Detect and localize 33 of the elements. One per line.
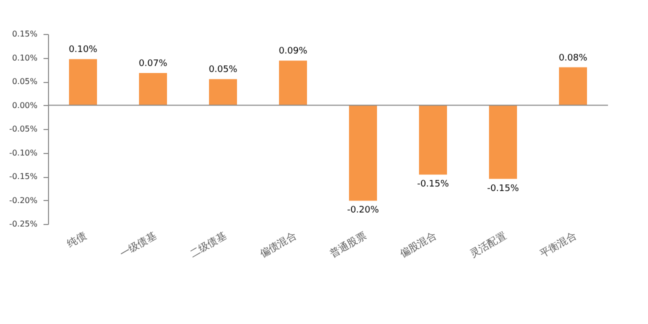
x-tick-label: 二级债基 <box>188 230 228 260</box>
y-tick-label: -0.20% <box>9 196 38 205</box>
bar <box>349 105 377 201</box>
bar <box>209 79 237 106</box>
x-tick-label: 一级债基 <box>118 230 158 260</box>
x-tick-label: 偏债混合 <box>258 230 298 260</box>
y-tick-label: 0.15% <box>12 30 38 38</box>
data-label: -0.20% <box>347 206 380 216</box>
x-tick-label: 平衡混合 <box>538 230 578 260</box>
bar <box>489 105 517 179</box>
y-tick-label: 0.00% <box>12 100 38 110</box>
y-tick-label: -0.25% <box>9 220 38 228</box>
bar <box>279 60 307 106</box>
data-label: 0.07% <box>138 58 168 69</box>
bar <box>419 105 447 175</box>
y-tick-label: 0.05% <box>12 77 38 86</box>
data-label: -0.15% <box>417 180 450 190</box>
x-tick-label: 偏股混合 <box>398 230 438 260</box>
y-tick-label: -0.15% <box>9 172 38 181</box>
y-tick-label: -0.05% <box>9 124 38 134</box>
y-tick-label: -0.10% <box>9 148 38 158</box>
bar <box>139 72 167 106</box>
data-label: -0.15% <box>487 184 520 194</box>
data-label: 0.08% <box>558 53 588 64</box>
data-label: 0.05% <box>208 65 238 76</box>
x-tick-label: 普通股票 <box>328 230 368 260</box>
x-tick-label: 灵活配置 <box>468 230 508 260</box>
bar <box>559 67 587 106</box>
bar <box>69 59 97 106</box>
x-tick-label: 纯债 <box>65 230 88 250</box>
y-tick-label: 0.10% <box>12 53 38 62</box>
data-label: 0.09% <box>278 46 308 57</box>
data-label: 0.10% <box>68 45 98 56</box>
